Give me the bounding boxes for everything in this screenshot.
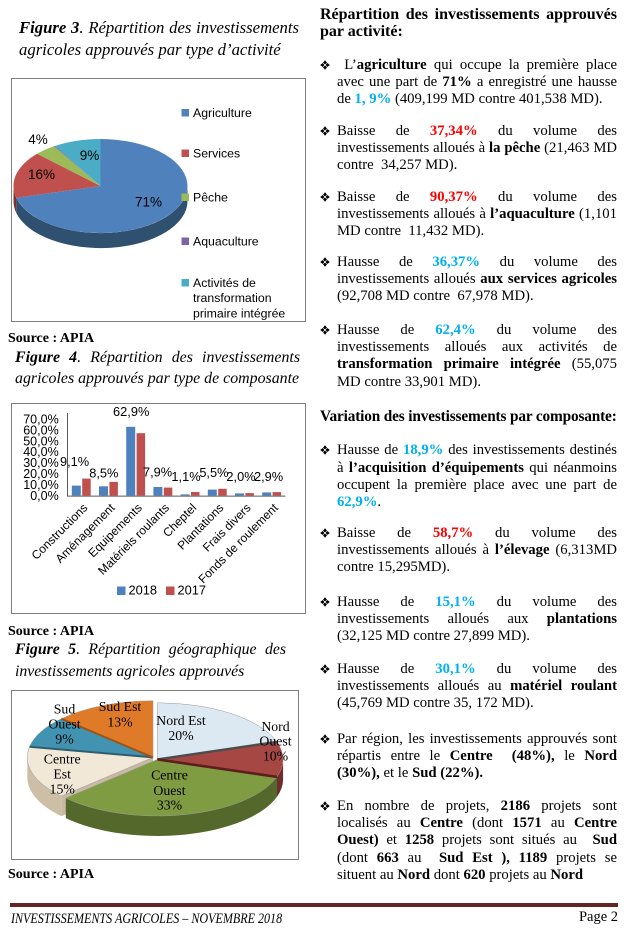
svg-text:8,5%: 8,5%	[89, 465, 118, 480]
svg-text:20%: 20%	[168, 728, 194, 743]
svg-text:62,9%: 62,9%	[113, 404, 149, 419]
svg-text:70,0%: 70,0%	[23, 412, 58, 426]
svg-text:33%: 33%	[157, 797, 183, 812]
svg-text:9%: 9%	[80, 148, 100, 163]
svg-text:10%: 10%	[263, 749, 289, 764]
svg-text:Activités de: Activités de	[193, 276, 256, 290]
svg-text:Services: Services	[193, 146, 240, 160]
svg-text:Aquaculture: Aquaculture	[193, 234, 259, 248]
svg-text:Ouest: Ouest	[259, 734, 291, 749]
svg-text:40,0%: 40,0%	[23, 445, 58, 459]
svg-text:5,5%: 5,5%	[199, 465, 228, 480]
svg-text:2017: 2017	[178, 583, 206, 598]
svg-text:30,0%: 30,0%	[23, 456, 58, 470]
svg-text:Centre: Centre	[44, 752, 81, 767]
svg-text:Est: Est	[53, 766, 71, 781]
svg-text:Nord Est: Nord Est	[156, 713, 206, 728]
svg-text:Sud Est: Sud Est	[99, 699, 142, 714]
svg-text:Nord: Nord	[261, 719, 289, 734]
svg-text:15%: 15%	[50, 781, 76, 796]
svg-text:transformation: transformation	[193, 291, 272, 305]
svg-text:Centre: Centre	[151, 768, 188, 783]
svg-text:Agriculture: Agriculture	[193, 106, 252, 120]
svg-text:Pêche: Pêche	[193, 190, 228, 204]
svg-text:7,9%: 7,9%	[143, 464, 172, 479]
svg-text:9%: 9%	[55, 732, 74, 747]
svg-text:2,9%: 2,9%	[254, 469, 283, 484]
svg-text:16%: 16%	[28, 167, 55, 182]
svg-text:2,0%: 2,0%	[226, 469, 255, 484]
svg-text:Ouest: Ouest	[153, 783, 185, 798]
svg-text:9,1%: 9,1%	[60, 454, 89, 469]
svg-text:0,0%: 0,0%	[30, 489, 59, 503]
svg-text:71%: 71%	[135, 194, 162, 209]
svg-text:primaire intégrée: primaire intégrée	[193, 307, 285, 321]
svg-text:50,0%: 50,0%	[23, 434, 58, 448]
svg-text:1,1%: 1,1%	[171, 469, 200, 484]
svg-text:60,0%: 60,0%	[23, 423, 58, 437]
svg-text:10,0%: 10,0%	[23, 478, 58, 492]
svg-text:2018: 2018	[129, 583, 157, 598]
svg-text:13%: 13%	[107, 714, 133, 729]
svg-text:Sud: Sud	[54, 702, 76, 717]
svg-text:Ouest: Ouest	[48, 717, 80, 732]
svg-text:4%: 4%	[28, 132, 48, 147]
svg-text:20,0%: 20,0%	[23, 467, 58, 481]
